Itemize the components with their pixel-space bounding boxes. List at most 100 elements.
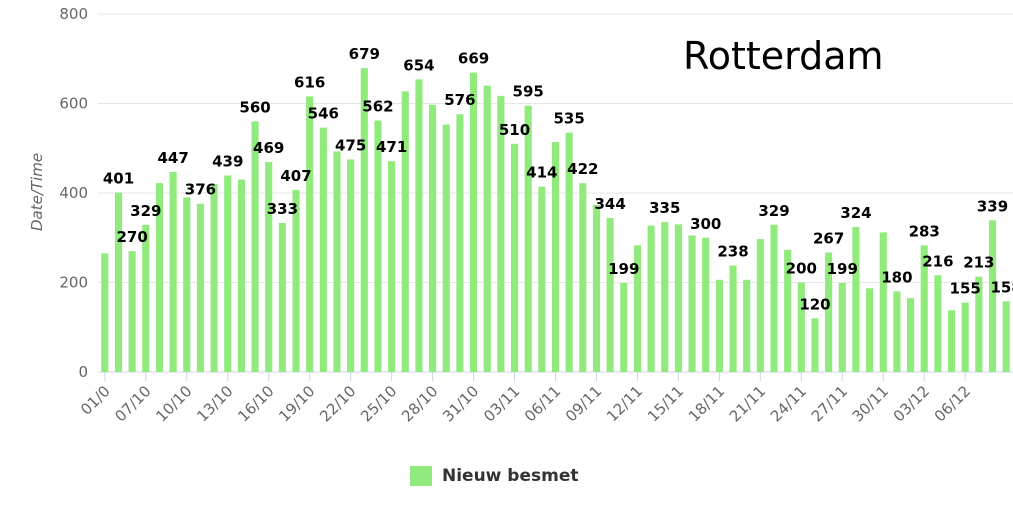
legend-swatch	[410, 466, 432, 486]
legend-label: Nieuw besmet	[442, 466, 579, 486]
bar	[101, 253, 109, 372]
bar	[661, 222, 669, 372]
data-label: 120	[799, 295, 830, 313]
bar	[429, 104, 437, 372]
legend[interactable]: Nieuw besmet	[410, 466, 579, 486]
data-label: 679	[349, 45, 380, 63]
bar	[169, 171, 177, 372]
x-tick-label: 28/10	[398, 382, 441, 425]
bar	[319, 127, 327, 372]
data-label: 546	[308, 105, 339, 123]
x-tick-label: 19/10	[275, 382, 318, 425]
bar	[756, 239, 764, 372]
data-label: 216	[922, 252, 953, 270]
bar	[265, 162, 273, 372]
data-label: 407	[280, 167, 311, 185]
bar	[510, 143, 519, 372]
bar	[415, 79, 423, 373]
bar	[388, 161, 396, 372]
bar	[538, 186, 546, 372]
x-tick-label: 15/11	[644, 382, 687, 425]
bar	[292, 189, 300, 372]
x-tick-label: 30/11	[849, 382, 892, 425]
x-tick-label: 13/10	[193, 382, 236, 425]
y-axis-label: Date/Time	[28, 153, 46, 231]
bar	[237, 179, 245, 372]
data-label: 158	[991, 278, 1013, 296]
data-label: 238	[717, 242, 748, 260]
bar	[606, 218, 614, 372]
data-label: 333	[267, 200, 298, 218]
data-label: 510	[499, 121, 530, 139]
y-tick-label: 400	[59, 184, 88, 202]
bar-series	[101, 68, 1010, 373]
x-tick-label: 10/10	[152, 382, 195, 425]
bar	[852, 227, 860, 372]
x-axis: 01/007/1010/1013/1016/1019/1022/1025/102…	[77, 372, 974, 425]
y-tick-label: 200	[59, 274, 88, 292]
bar	[183, 197, 191, 372]
bar	[811, 318, 819, 372]
data-label: 560	[239, 98, 270, 116]
data-label: 595	[513, 83, 544, 101]
data-label: 414	[526, 164, 557, 182]
data-label: 654	[403, 56, 434, 74]
bar	[401, 91, 409, 372]
data-label: 335	[649, 199, 680, 217]
data-label: 300	[690, 215, 721, 233]
bar	[947, 310, 956, 372]
bar	[893, 291, 901, 372]
data-label: 401	[103, 170, 134, 188]
x-tick-label: 12/11	[603, 382, 646, 425]
bar	[210, 184, 218, 372]
bar	[975, 276, 983, 372]
x-tick-label: 09/11	[562, 382, 605, 425]
bar	[251, 121, 259, 373]
data-label: 155	[950, 280, 981, 298]
data-label: 439	[212, 153, 243, 171]
y-tick-label: 800	[59, 5, 88, 23]
bar	[497, 95, 505, 372]
data-label: 447	[157, 149, 188, 167]
bar	[155, 183, 164, 372]
bar	[688, 235, 696, 372]
data-labels: 401 270 329 447 376 439 560 469 333 407 616 546 475 6…	[103, 45, 1013, 313]
bar	[579, 183, 587, 372]
x-tick-label: 18/11	[685, 382, 728, 425]
bar	[360, 68, 368, 373]
data-label: 471	[376, 138, 407, 156]
bar	[333, 151, 341, 372]
data-label: 535	[554, 110, 585, 128]
bar	[825, 252, 833, 372]
y-tick-label: 0	[78, 363, 88, 381]
bar	[114, 192, 123, 372]
x-tick-label: 03/11	[480, 382, 523, 425]
bar	[784, 249, 792, 372]
x-tick-label: 31/10	[439, 382, 482, 425]
data-label: 562	[362, 98, 393, 116]
bar	[551, 141, 560, 372]
data-label: 283	[909, 222, 940, 240]
bar	[674, 224, 682, 372]
data-label: 324	[840, 204, 871, 222]
x-tick-label: 01/0	[77, 382, 114, 419]
y-axis: 0 200 400 600 800	[59, 5, 88, 381]
bar	[920, 245, 928, 372]
bar	[142, 224, 150, 372]
bar	[224, 175, 232, 372]
data-label: 200	[786, 260, 817, 278]
bar	[483, 85, 491, 372]
x-tick-label: 25/10	[357, 382, 400, 425]
data-label: 669	[458, 50, 489, 68]
bar	[729, 265, 737, 372]
x-tick-label: 22/10	[316, 382, 359, 425]
bar	[961, 302, 969, 372]
y-tick-label: 600	[59, 95, 88, 113]
bar	[770, 224, 778, 372]
data-label: 270	[116, 228, 147, 246]
x-tick-label: 24/11	[767, 382, 810, 425]
bar	[797, 282, 805, 372]
x-tick-label: 21/11	[726, 382, 769, 425]
data-label: 344	[594, 195, 625, 213]
